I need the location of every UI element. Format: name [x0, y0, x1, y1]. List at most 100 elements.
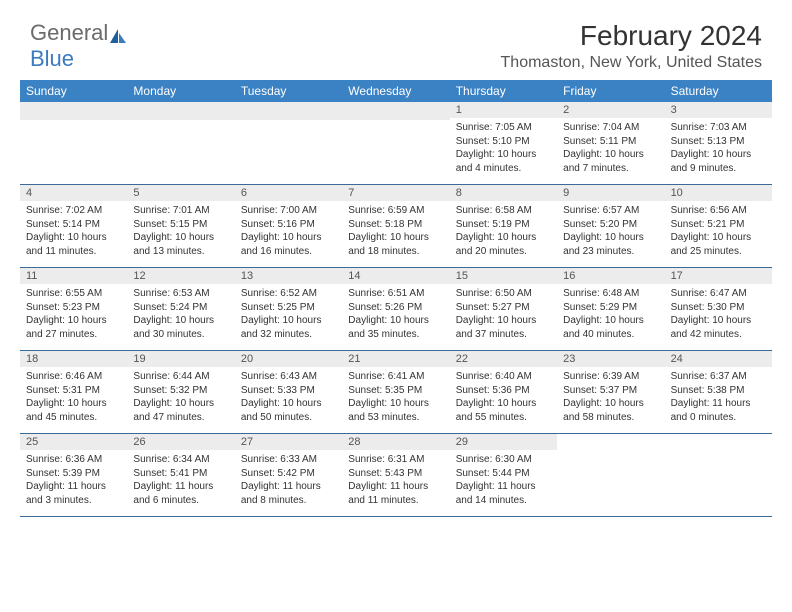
weekday-label: Thursday — [450, 80, 557, 102]
day-details: Sunrise: 6:50 AMSunset: 5:27 PMDaylight:… — [450, 284, 557, 345]
sunrise-text: Sunrise: 6:40 AM — [456, 370, 551, 384]
week-row: 18Sunrise: 6:46 AMSunset: 5:31 PMDayligh… — [20, 351, 772, 434]
day-number: 15 — [450, 268, 557, 284]
day-number: 27 — [235, 434, 342, 450]
day-number: 1 — [450, 102, 557, 118]
day-number: 20 — [235, 351, 342, 367]
sunset-text: Sunset: 5:37 PM — [563, 384, 658, 398]
week-row: 25Sunrise: 6:36 AMSunset: 5:39 PMDayligh… — [20, 434, 772, 517]
sunset-text: Sunset: 5:27 PM — [456, 301, 551, 315]
day-details: Sunrise: 6:51 AMSunset: 5:26 PMDaylight:… — [342, 284, 449, 345]
day-cell — [235, 102, 342, 184]
day-cell — [557, 434, 664, 516]
sunset-text: Sunset: 5:38 PM — [671, 384, 766, 398]
day-cell — [665, 434, 772, 516]
day-details: Sunrise: 6:53 AMSunset: 5:24 PMDaylight:… — [127, 284, 234, 345]
daylight-text: Daylight: 11 hours and 0 minutes. — [671, 397, 766, 424]
day-details: Sunrise: 6:44 AMSunset: 5:32 PMDaylight:… — [127, 367, 234, 428]
day-details: Sunrise: 6:37 AMSunset: 5:38 PMDaylight:… — [665, 367, 772, 428]
day-number: 13 — [235, 268, 342, 284]
daylight-text: Daylight: 10 hours and 35 minutes. — [348, 314, 443, 341]
day-number: 17 — [665, 268, 772, 284]
day-cell: 6Sunrise: 7:00 AMSunset: 5:16 PMDaylight… — [235, 185, 342, 267]
empty-day-number — [665, 434, 772, 452]
day-cell: 2Sunrise: 7:04 AMSunset: 5:11 PMDaylight… — [557, 102, 664, 184]
day-number: 25 — [20, 434, 127, 450]
weekday-label: Tuesday — [235, 80, 342, 102]
day-details: Sunrise: 6:40 AMSunset: 5:36 PMDaylight:… — [450, 367, 557, 428]
logo-sail-icon — [108, 27, 128, 45]
daylight-text: Daylight: 10 hours and 47 minutes. — [133, 397, 228, 424]
day-cell: 1Sunrise: 7:05 AMSunset: 5:10 PMDaylight… — [450, 102, 557, 184]
sunset-text: Sunset: 5:13 PM — [671, 135, 766, 149]
daylight-text: Daylight: 10 hours and 20 minutes. — [456, 231, 551, 258]
sunrise-text: Sunrise: 6:41 AM — [348, 370, 443, 384]
day-number: 21 — [342, 351, 449, 367]
sunset-text: Sunset: 5:19 PM — [456, 218, 551, 232]
sunset-text: Sunset: 5:41 PM — [133, 467, 228, 481]
week-row: 11Sunrise: 6:55 AMSunset: 5:23 PMDayligh… — [20, 268, 772, 351]
day-cell: 13Sunrise: 6:52 AMSunset: 5:25 PMDayligh… — [235, 268, 342, 350]
sunset-text: Sunset: 5:26 PM — [348, 301, 443, 315]
day-details: Sunrise: 6:58 AMSunset: 5:19 PMDaylight:… — [450, 201, 557, 262]
daylight-text: Daylight: 10 hours and 7 minutes. — [563, 148, 658, 175]
daylight-text: Daylight: 10 hours and 37 minutes. — [456, 314, 551, 341]
day-cell: 21Sunrise: 6:41 AMSunset: 5:35 PMDayligh… — [342, 351, 449, 433]
sunrise-text: Sunrise: 6:31 AM — [348, 453, 443, 467]
day-details: Sunrise: 6:52 AMSunset: 5:25 PMDaylight:… — [235, 284, 342, 345]
daylight-text: Daylight: 10 hours and 27 minutes. — [26, 314, 121, 341]
day-details: Sunrise: 6:47 AMSunset: 5:30 PMDaylight:… — [665, 284, 772, 345]
logo: General Blue — [30, 20, 128, 72]
day-cell: 20Sunrise: 6:43 AMSunset: 5:33 PMDayligh… — [235, 351, 342, 433]
sunrise-text: Sunrise: 6:39 AM — [563, 370, 658, 384]
sunset-text: Sunset: 5:11 PM — [563, 135, 658, 149]
sunset-text: Sunset: 5:20 PM — [563, 218, 658, 232]
daylight-text: Daylight: 10 hours and 4 minutes. — [456, 148, 551, 175]
day-details: Sunrise: 6:59 AMSunset: 5:18 PMDaylight:… — [342, 201, 449, 262]
day-details: Sunrise: 6:57 AMSunset: 5:20 PMDaylight:… — [557, 201, 664, 262]
logo-text-blue: Blue — [30, 46, 74, 71]
sunset-text: Sunset: 5:31 PM — [26, 384, 121, 398]
day-details: Sunrise: 6:46 AMSunset: 5:31 PMDaylight:… — [20, 367, 127, 428]
daylight-text: Daylight: 10 hours and 9 minutes. — [671, 148, 766, 175]
sunset-text: Sunset: 5:33 PM — [241, 384, 336, 398]
sunset-text: Sunset: 5:42 PM — [241, 467, 336, 481]
sunset-text: Sunset: 5:18 PM — [348, 218, 443, 232]
daylight-text: Daylight: 10 hours and 58 minutes. — [563, 397, 658, 424]
day-number: 19 — [127, 351, 234, 367]
day-details: Sunrise: 6:31 AMSunset: 5:43 PMDaylight:… — [342, 450, 449, 511]
daylight-text: Daylight: 11 hours and 8 minutes. — [241, 480, 336, 507]
day-number: 23 — [557, 351, 664, 367]
sunrise-text: Sunrise: 6:55 AM — [26, 287, 121, 301]
day-details: Sunrise: 6:30 AMSunset: 5:44 PMDaylight:… — [450, 450, 557, 511]
sunrise-text: Sunrise: 6:48 AM — [563, 287, 658, 301]
day-number: 16 — [557, 268, 664, 284]
daylight-text: Daylight: 10 hours and 18 minutes. — [348, 231, 443, 258]
sunrise-text: Sunrise: 6:50 AM — [456, 287, 551, 301]
day-cell: 3Sunrise: 7:03 AMSunset: 5:13 PMDaylight… — [665, 102, 772, 184]
day-cell: 15Sunrise: 6:50 AMSunset: 5:27 PMDayligh… — [450, 268, 557, 350]
calendar: Sunday Monday Tuesday Wednesday Thursday… — [20, 80, 772, 517]
day-details: Sunrise: 6:56 AMSunset: 5:21 PMDaylight:… — [665, 201, 772, 262]
sunrise-text: Sunrise: 6:52 AM — [241, 287, 336, 301]
sunset-text: Sunset: 5:16 PM — [241, 218, 336, 232]
day-cell: 26Sunrise: 6:34 AMSunset: 5:41 PMDayligh… — [127, 434, 234, 516]
day-cell: 9Sunrise: 6:57 AMSunset: 5:20 PMDaylight… — [557, 185, 664, 267]
logo-text-block: General Blue — [30, 20, 128, 72]
day-details: Sunrise: 6:43 AMSunset: 5:33 PMDaylight:… — [235, 367, 342, 428]
sunrise-text: Sunrise: 7:04 AM — [563, 121, 658, 135]
daylight-text: Daylight: 10 hours and 32 minutes. — [241, 314, 336, 341]
sunset-text: Sunset: 5:15 PM — [133, 218, 228, 232]
day-cell: 7Sunrise: 6:59 AMSunset: 5:18 PMDaylight… — [342, 185, 449, 267]
day-cell: 28Sunrise: 6:31 AMSunset: 5:43 PMDayligh… — [342, 434, 449, 516]
sunrise-text: Sunrise: 6:47 AM — [671, 287, 766, 301]
day-details: Sunrise: 7:02 AMSunset: 5:14 PMDaylight:… — [20, 201, 127, 262]
sunrise-text: Sunrise: 6:37 AM — [671, 370, 766, 384]
daylight-text: Daylight: 10 hours and 50 minutes. — [241, 397, 336, 424]
day-number: 22 — [450, 351, 557, 367]
day-details: Sunrise: 6:55 AMSunset: 5:23 PMDaylight:… — [20, 284, 127, 345]
daylight-text: Daylight: 10 hours and 13 minutes. — [133, 231, 228, 258]
daylight-text: Daylight: 11 hours and 6 minutes. — [133, 480, 228, 507]
day-cell: 8Sunrise: 6:58 AMSunset: 5:19 PMDaylight… — [450, 185, 557, 267]
day-details: Sunrise: 6:39 AMSunset: 5:37 PMDaylight:… — [557, 367, 664, 428]
